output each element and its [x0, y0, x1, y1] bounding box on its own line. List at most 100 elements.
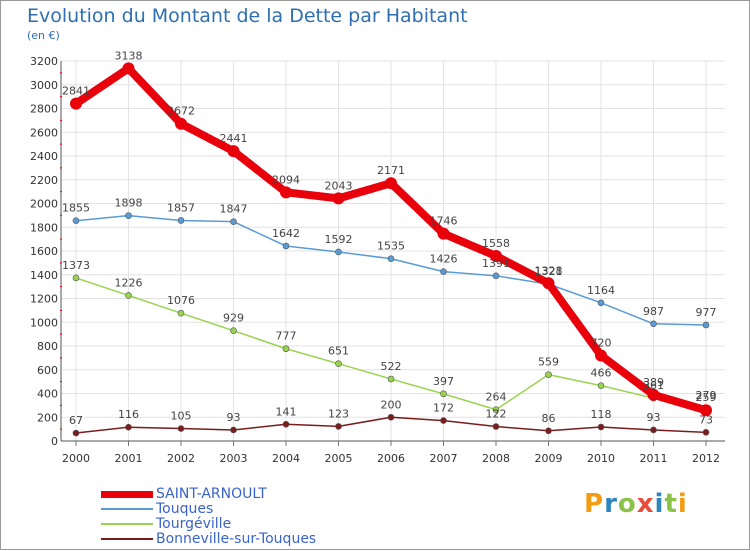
- y-tick-label: 200: [37, 411, 58, 424]
- data-point: [385, 177, 397, 190]
- data-label: 279: [696, 389, 717, 402]
- data-label: 264: [486, 391, 507, 404]
- data-label: 118: [591, 408, 612, 421]
- data-label: 1426: [430, 253, 458, 266]
- data-point: [125, 423, 132, 431]
- data-label: 73: [699, 413, 713, 426]
- y-tick-label: 800: [37, 340, 58, 353]
- x-tick-label: 2012: [692, 452, 720, 465]
- data-label: 1328: [535, 264, 563, 277]
- data-label: 1592: [325, 233, 353, 246]
- data-label: 1164: [587, 284, 615, 297]
- data-point: [650, 320, 657, 328]
- data-point: [597, 382, 605, 389]
- data-label: 67: [69, 414, 83, 427]
- legend-label: SAINT-ARNOULT: [156, 486, 267, 502]
- x-tick-label: 2011: [640, 452, 668, 465]
- legend-item: Touques: [101, 501, 361, 517]
- data-label: 1321: [535, 265, 563, 278]
- data-label: 2841: [62, 85, 90, 98]
- data-point: [175, 117, 187, 130]
- data-point: [70, 97, 82, 110]
- x-tick-label: 2003: [220, 452, 248, 465]
- data-label: 361: [643, 379, 664, 392]
- data-label: 466: [591, 367, 612, 380]
- data-label: 987: [643, 305, 664, 318]
- data-label: 2672: [167, 105, 195, 118]
- data-point: [282, 420, 290, 428]
- data-label: 172: [433, 402, 454, 415]
- data-label: 116: [118, 408, 139, 421]
- data-label: 522: [381, 360, 402, 373]
- legend-swatch: [101, 491, 153, 498]
- data-label: 1226: [115, 276, 143, 289]
- data-label: 929: [223, 312, 244, 325]
- data-label: 2171: [377, 164, 405, 177]
- data-point: [122, 62, 135, 75]
- data-label: 720: [591, 337, 612, 350]
- data-label: 122: [486, 408, 507, 421]
- data-point: [595, 349, 607, 362]
- y-tick-label: 400: [37, 388, 58, 401]
- data-point: [387, 413, 395, 421]
- x-tick-label: 2001: [115, 452, 143, 465]
- x-tick-label: 2009: [535, 452, 563, 465]
- data-label: 1746: [430, 215, 458, 228]
- y-tick-label: 0: [51, 435, 58, 448]
- x-tick-label: 2005: [325, 452, 353, 465]
- data-point: [387, 375, 395, 383]
- x-tick-label: 2006: [377, 452, 405, 465]
- y-tick-label: 2600: [30, 126, 58, 139]
- y-tick-label: 600: [37, 364, 58, 377]
- data-point: [437, 227, 450, 240]
- data-point: [492, 423, 500, 430]
- chart-legend: SAINT-ARNOULT Touques Tourgéville Bonnevill…: [101, 486, 361, 547]
- legend-label: Touques: [156, 501, 214, 517]
- data-label: 2043: [325, 179, 353, 192]
- data-point: [282, 345, 290, 353]
- data-label: 105: [171, 410, 192, 423]
- data-point: [335, 248, 342, 256]
- data-point: [440, 390, 447, 398]
- data-label: 389: [643, 376, 664, 389]
- data-label: 86: [542, 412, 556, 425]
- data-point: [387, 255, 395, 263]
- data-point: [72, 429, 80, 437]
- data-label: 259: [696, 391, 717, 404]
- data-point: [542, 277, 555, 290]
- data-label: 977: [696, 306, 717, 319]
- data-point: [230, 327, 237, 334]
- proxiti-logo: Proxiti: [584, 489, 688, 519]
- x-tick-label: 2007: [430, 452, 458, 465]
- data-point: [650, 426, 657, 434]
- data-label: 1898: [115, 197, 143, 210]
- data-label: 1857: [167, 201, 195, 214]
- data-label: 3138: [115, 49, 143, 62]
- legend-label: Tourgéville: [156, 516, 232, 532]
- data-point: [700, 404, 712, 417]
- data-point: [177, 309, 185, 317]
- x-tick-label: 2008: [482, 452, 510, 465]
- y-tick-label: 2800: [30, 103, 58, 116]
- y-tick-label: 3000: [30, 79, 58, 92]
- data-point: [280, 186, 292, 199]
- data-point: [545, 371, 552, 378]
- data-point: [227, 145, 240, 158]
- x-tick-label: 2002: [167, 452, 195, 465]
- y-tick-label: 1200: [30, 293, 58, 306]
- data-label: 651: [328, 345, 349, 358]
- data-point: [125, 292, 132, 299]
- data-point: [125, 212, 132, 219]
- chart-subtitle: (en €): [27, 29, 60, 42]
- data-label: 559: [538, 356, 559, 369]
- data-point: [335, 423, 342, 430]
- y-tick-label: 1600: [30, 245, 58, 258]
- data-point: [177, 425, 185, 432]
- x-tick-label: 2000: [62, 452, 90, 465]
- data-label: 1391: [482, 257, 510, 270]
- y-tick-label: 2200: [30, 174, 58, 187]
- legend-swatch: [101, 523, 153, 525]
- data-label: 1373: [62, 259, 90, 272]
- x-tick-label: 2004: [272, 452, 300, 465]
